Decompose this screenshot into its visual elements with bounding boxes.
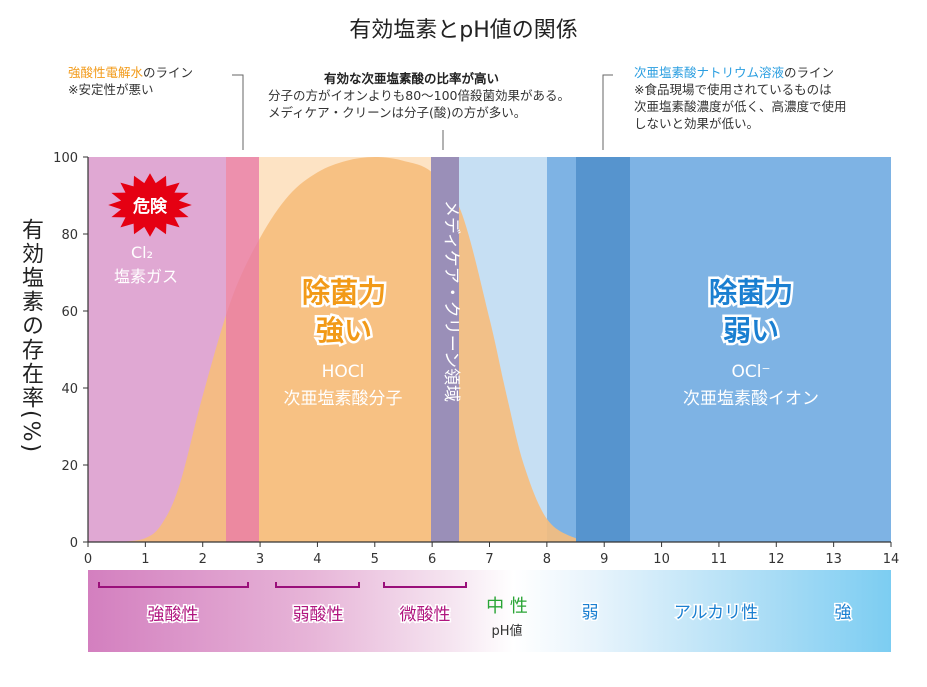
weak-label-1: 除菌力	[709, 276, 793, 309]
annotation-text: のライン	[784, 65, 835, 80]
bracket-weak-acid	[275, 582, 360, 588]
strong-acid-band	[226, 157, 259, 542]
danger-label: 危険	[132, 196, 168, 217]
ph-value-label: pH値	[491, 623, 522, 639]
y-tick-label: 100	[53, 151, 78, 166]
annotation-right-line2: ※食品現場で使用されているものは	[634, 82, 832, 97]
ocl-formula: OCl⁻	[732, 362, 771, 382]
x-tick-label: 10	[653, 552, 670, 567]
x-tick-label: 2	[199, 552, 207, 567]
x-tick-label: 9	[600, 552, 608, 567]
annotation-highlight: 強酸性電解水	[68, 65, 144, 80]
weak-label-2: 弱い	[723, 314, 779, 347]
ph-weak: 弱	[582, 603, 599, 623]
x-tick-label: 5	[371, 552, 379, 567]
annotation-note: ※安定性が悪い	[68, 82, 154, 97]
y-tick-label: 0	[70, 536, 78, 551]
ph-scale-bar	[88, 570, 891, 652]
y-axis-label: 有効塩素の存在率(%)	[18, 218, 43, 455]
annotation-middle-title: 有効な次亜塩素酸の比率が高い	[324, 71, 500, 86]
annotation-text: のライン	[143, 65, 194, 80]
x-tick-label: 11	[711, 552, 728, 567]
annotation-right-line4: しないと効果が低い。	[634, 116, 760, 131]
y-tick-label: 20	[61, 459, 78, 474]
strong-label-1: 除菌力	[302, 276, 386, 309]
ph-strong-acid: 強酸性	[148, 605, 199, 625]
annotation-naclo-line: 次亜塩素酸ナトリウム溶液のライン ※食品現場で使用されているものは 次亜塩素酸濃…	[634, 64, 847, 132]
bracket-slight-acid	[383, 582, 467, 588]
annotation-middle-line2: 分子の方がイオンよりも80〜100倍殺菌効果がある。	[268, 88, 571, 103]
annotation-right-line3: 次亜塩素酸濃度が低く、高濃度で使用	[634, 99, 847, 114]
mediclean-band	[431, 157, 459, 542]
annotation-middle-line3: メディケア・クリーンは分子(酸)の方が多い。	[268, 105, 527, 120]
x-tick-label: 7	[485, 552, 493, 567]
ph-alkaline: アルカリ性	[674, 603, 758, 623]
cl2-name: 塩素ガス	[114, 267, 178, 286]
x-tick-label: 13	[825, 552, 842, 567]
danger-burst-icon	[108, 173, 192, 237]
annotation-middle: 有効な次亜塩素酸の比率が高い 分子の方がイオンよりも80〜100倍殺菌効果がある…	[268, 70, 570, 121]
y-tick-label: 80	[61, 228, 78, 243]
annotation-highlight-blue: 次亜塩素酸ナトリウム溶液	[634, 65, 785, 80]
ph-weak-acid: 弱酸性	[293, 605, 344, 625]
annotation-strong-acid-line: 強酸性電解水のライン ※安定性が悪い	[68, 64, 193, 98]
cl2-formula: Cl₂	[131, 243, 153, 262]
ph-neutral: 中 性	[486, 596, 528, 617]
hocl-name: 次亜塩素酸分子	[284, 389, 403, 409]
mediclean-label: メディケア・クリーン領域	[441, 200, 462, 402]
bracket-strong-acid	[98, 582, 249, 588]
ph-slight-acid: 微酸性	[400, 605, 451, 625]
strong-label-2: 強い	[316, 314, 372, 347]
leader-line-left	[232, 74, 244, 150]
hocl-formula: HOCl	[322, 362, 365, 382]
ocl-name: 次亜塩素酸イオン	[683, 389, 819, 409]
y-tick-label: 60	[61, 305, 78, 320]
x-tick-label: 3	[256, 552, 264, 567]
x-tick-label: 1	[141, 552, 149, 567]
x-tick-label: 8	[543, 552, 551, 567]
ph-scale-overlay: 強酸性 弱酸性 微酸性 中 性 pH値 弱 アルカリ性 強	[98, 582, 853, 639]
y-tick-label: 40	[61, 382, 78, 397]
naclo-band	[576, 157, 630, 542]
chart-title: 有効塩素とpH値の関係	[349, 18, 578, 43]
x-tick-label: 12	[768, 552, 785, 567]
x-tick-label: 0	[84, 552, 92, 567]
x-tick-label: 14	[883, 552, 900, 567]
x-tick-label: 6	[428, 552, 436, 567]
x-tick-label: 4	[313, 552, 321, 567]
ph-strong: 強	[835, 603, 852, 623]
leader-line-right	[602, 74, 613, 150]
